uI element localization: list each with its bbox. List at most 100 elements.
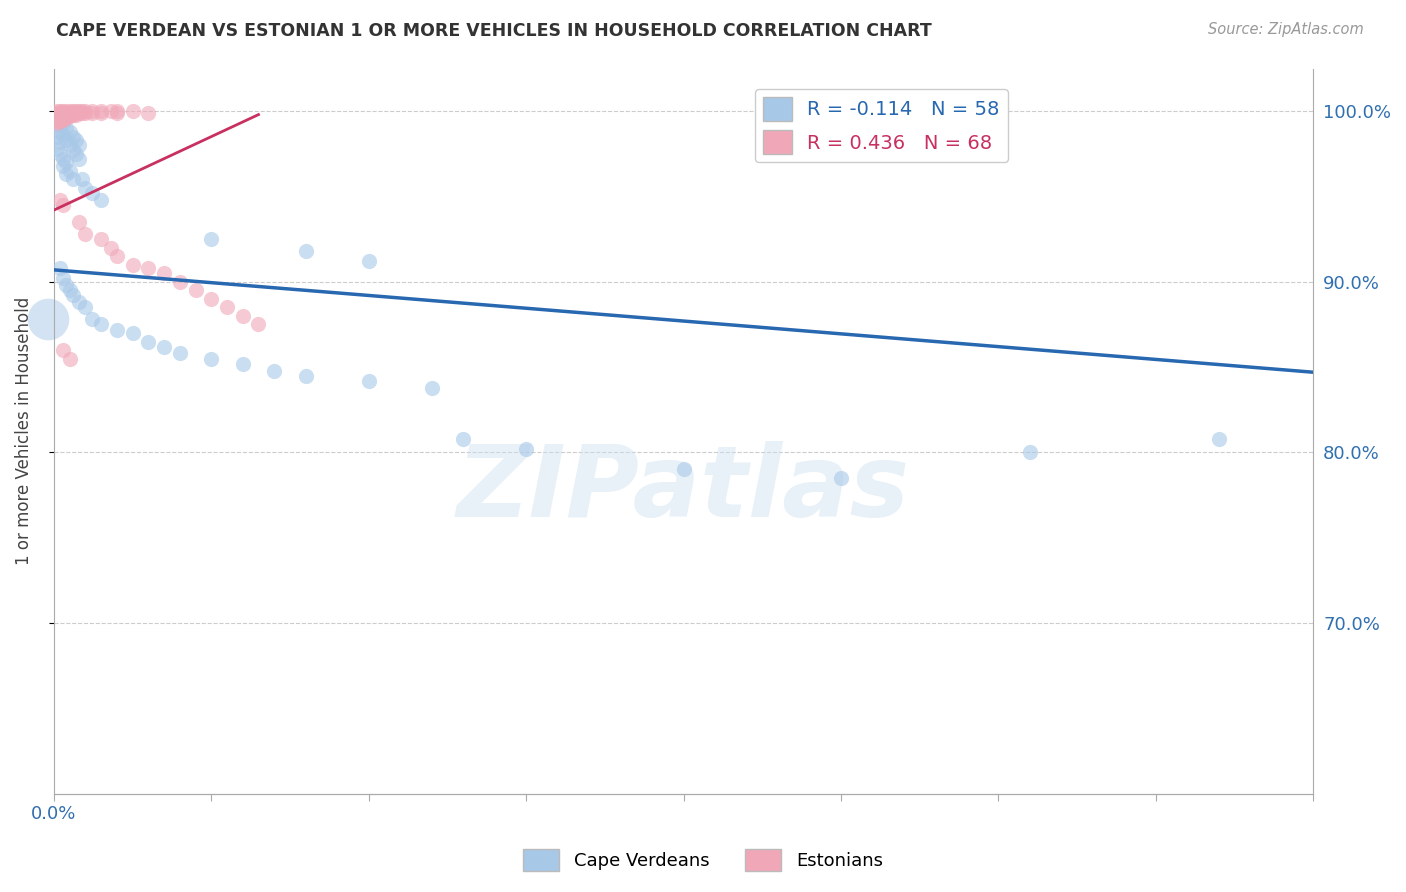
Point (52, 152, 75, 166)
Point (46, 112, 69, 127)
Point (105, 249, 128, 263)
Point (49, 146, 72, 161)
Point (62, 172, 84, 186)
Point (100, 241, 122, 255)
Point (37, 312, 59, 326)
Point (70, 106, 93, 120)
Point (46, 107, 69, 121)
Legend: R = -0.114   N = 58, R = 0.436   N = 68: R = -0.114 N = 58, R = 0.436 N = 68 (755, 89, 1008, 161)
Point (232, 309, 254, 323)
Point (55, 121, 77, 136)
Point (1208, 432, 1230, 446)
Point (65, 133, 87, 147)
Point (200, 351, 222, 366)
Point (136, 334, 159, 349)
Point (55, 104, 77, 119)
Point (67, 104, 90, 119)
Point (263, 363, 285, 377)
Point (62, 288, 84, 302)
Point (49, 261, 72, 276)
Point (136, 106, 159, 120)
Point (420, 381, 443, 395)
Point (67, 138, 90, 153)
Point (90, 232, 112, 246)
Point (121, 258, 143, 272)
Point (52, 343, 75, 357)
Point (62, 106, 84, 120)
Point (169, 346, 191, 360)
Point (52, 128, 75, 142)
Point (46, 104, 69, 119)
Point (90, 193, 112, 207)
Point (55, 106, 77, 120)
Point (46, 129, 69, 144)
Point (70, 172, 93, 186)
Point (55, 167, 77, 181)
Point (52, 106, 75, 120)
Point (67, 295, 90, 310)
Point (49, 111, 72, 125)
Point (55, 278, 77, 293)
Point (67, 215, 90, 229)
Point (67, 152, 90, 166)
Point (49, 125, 72, 139)
Text: Source: ZipAtlas.com: Source: ZipAtlas.com (1208, 22, 1364, 37)
Point (80, 186, 103, 200)
Point (49, 107, 72, 121)
Point (52, 198, 75, 212)
Point (169, 275, 191, 289)
Point (153, 266, 176, 280)
Point (46, 109, 69, 123)
Point (105, 106, 128, 120)
Point (105, 104, 128, 119)
Point (58, 164, 80, 178)
Legend: Cape Verdeans, Estonians: Cape Verdeans, Estonians (516, 842, 890, 879)
Point (105, 322, 128, 336)
Point (55, 111, 77, 125)
Point (247, 318, 270, 332)
Point (75, 181, 97, 195)
Text: CAPE VERDEAN VS ESTONIAN 1 OR MORE VEHICLES IN HOUSEHOLD CORRELATION CHART: CAPE VERDEAN VS ESTONIAN 1 OR MORE VEHIC… (56, 22, 932, 40)
Point (58, 283, 80, 297)
Point (80, 312, 103, 326)
Point (58, 138, 80, 153)
Point (49, 112, 72, 127)
Point (357, 254, 380, 268)
Point (49, 106, 72, 120)
Point (52, 112, 75, 127)
Point (52, 159, 75, 173)
Point (52, 104, 75, 119)
Point (55, 107, 77, 121)
Point (46, 116, 69, 130)
Point (49, 114, 72, 128)
Point (121, 326, 143, 340)
Point (58, 104, 80, 119)
Point (65, 107, 87, 121)
Point (58, 125, 80, 139)
Point (830, 471, 852, 485)
Point (49, 109, 72, 123)
Point (80, 104, 103, 119)
Point (46, 118, 69, 132)
Point (49, 104, 72, 119)
Point (65, 104, 87, 119)
Point (65, 146, 87, 161)
Point (46, 114, 69, 128)
Point (90, 106, 112, 120)
Point (52, 109, 75, 123)
Point (52, 107, 75, 121)
Point (49, 112, 72, 127)
Point (67, 106, 90, 120)
Point (52, 116, 75, 130)
Point (75, 301, 97, 315)
Text: ZIPatlas: ZIPatlas (457, 441, 910, 538)
Point (100, 104, 122, 119)
Point (46, 111, 69, 125)
Point (58, 106, 80, 120)
Point (62, 144, 84, 158)
Point (515, 442, 537, 456)
Point (121, 104, 143, 119)
Point (62, 104, 84, 119)
Point (215, 301, 238, 315)
Point (46, 142, 69, 156)
